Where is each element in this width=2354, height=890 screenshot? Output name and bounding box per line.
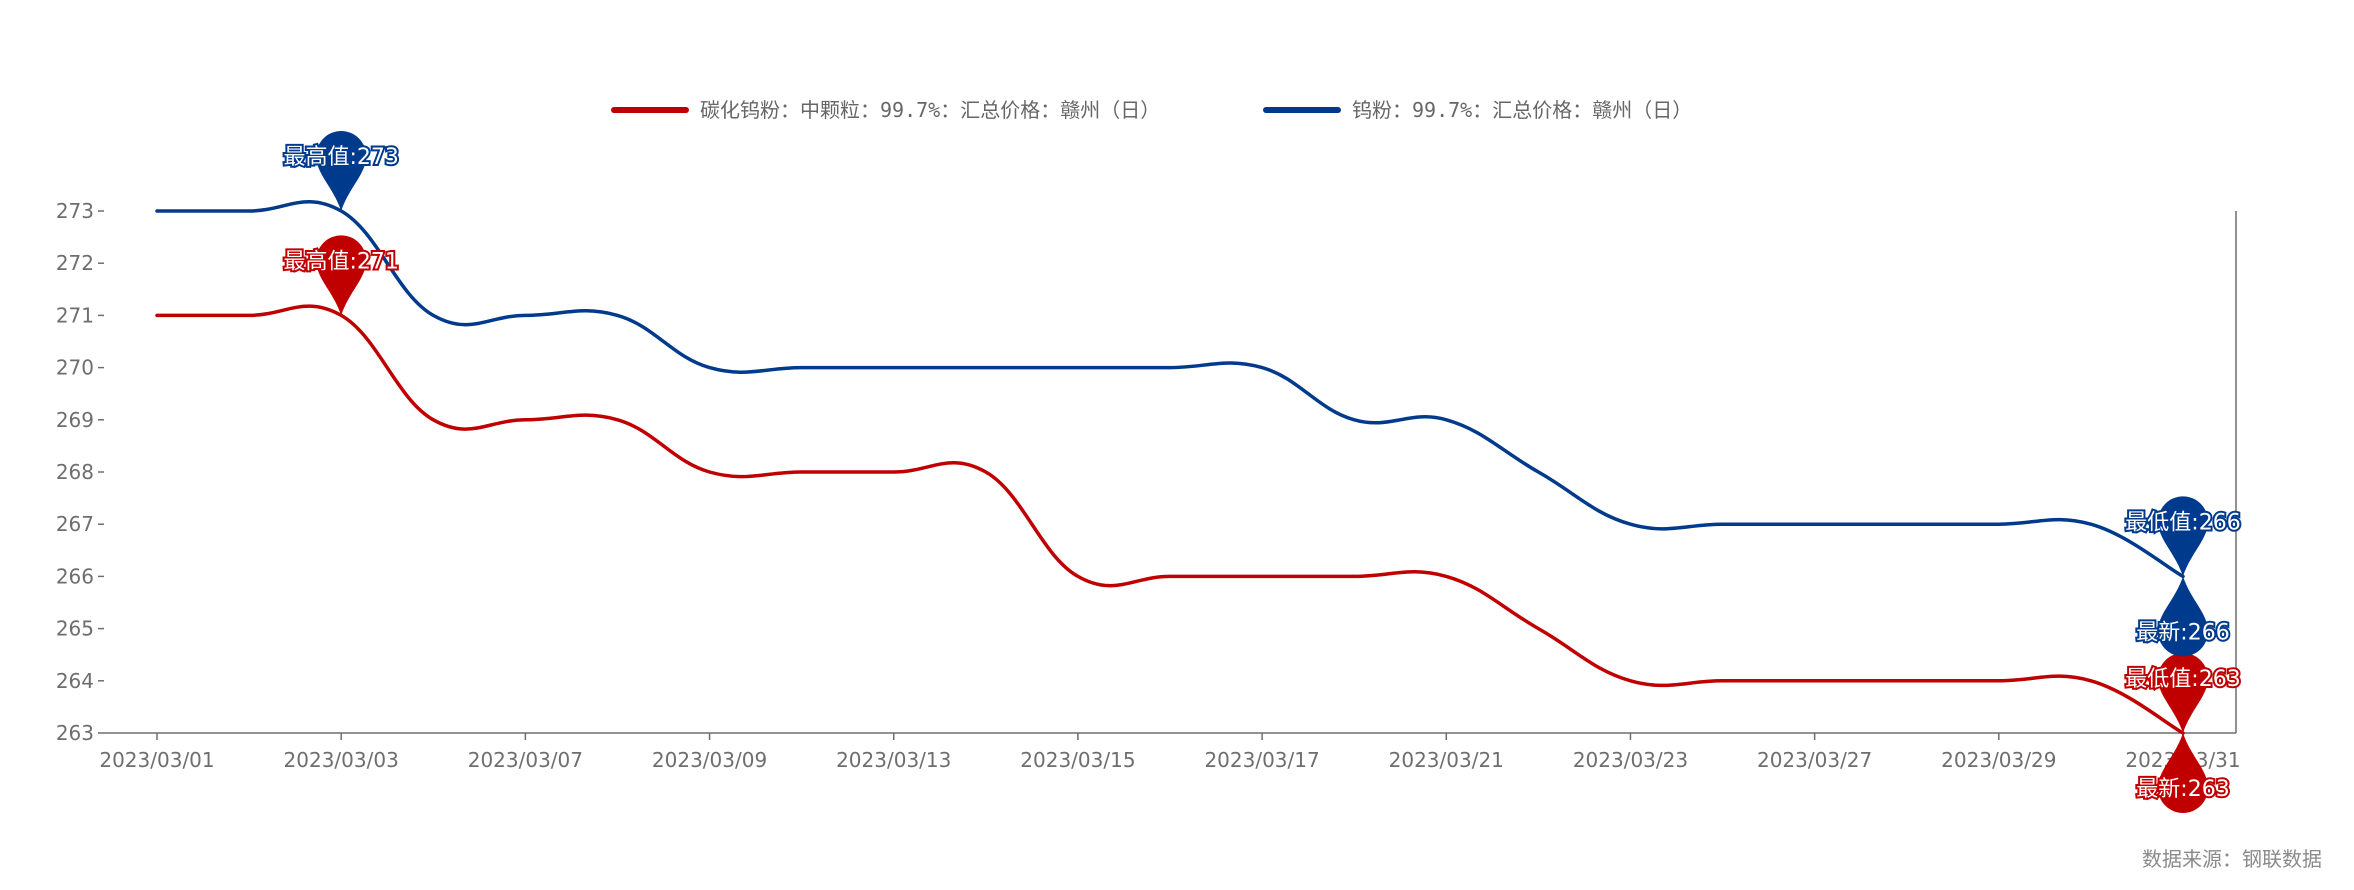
y-tick-label: 265: [56, 617, 94, 641]
y-tick-label: 263: [56, 721, 94, 745]
marker-pin-label: 最新:263: [2136, 777, 2229, 802]
y-tick-label: 267: [56, 512, 94, 536]
marker-pin: 最新:266: [2134, 576, 2232, 657]
marker-pin: 最低值:266: [2123, 496, 2243, 577]
x-tick-label: 2023/03/29: [1941, 748, 2056, 772]
series-layer: [155, 200, 2185, 735]
x-tick-label: 2023/03/17: [1204, 748, 1319, 772]
legend: 碳化钨粉：中颗粒：99.7%：汇总价格：赣州（日） 钨粉：99.7%：汇总价格：…: [611, 98, 1692, 122]
marker-pin-shape: [2158, 496, 2208, 577]
x-tick-label: 2023/03/23: [1573, 748, 1688, 772]
marker-pin: 最高值:271: [281, 235, 401, 316]
axes: 263 264 265 266 267 268 269 270 271 272 273 2023/03…: [56, 199, 2241, 772]
marker-pin-shape: [316, 235, 367, 316]
y-tick-label: 268: [56, 460, 94, 484]
legend-label-series-2: 钨粉：99.7%：汇总价格：赣州（日）: [1352, 98, 1692, 122]
marker-pin: 最低值:263: [2123, 653, 2243, 733]
data-source-note: 数据来源：钢联数据: [2142, 847, 2322, 871]
marker-pin-label: 最高值:273: [283, 145, 398, 170]
legend-label-series-1: 碳化钨粉：中颗粒：99.7%：汇总价格：赣州（日）: [700, 98, 1160, 122]
y-tick-label: 271: [56, 303, 94, 327]
x-tick-label: 2023/03/07: [468, 748, 583, 772]
y-tick-label: 266: [56, 564, 94, 588]
y-tick-label: 264: [56, 669, 94, 693]
marker-pin-label: 最低值:266: [2125, 510, 2240, 535]
marker-pin: 最新:263: [2134, 733, 2232, 813]
markers-layer: 最高值:271 最低值:263 最新:263 最高值:273 最低值:266 最新:266: [281, 131, 2243, 813]
marker-pin-shape: [2158, 653, 2208, 733]
y-tick-label: 272: [56, 251, 94, 275]
x-tick-label: 2023/03/27: [1757, 748, 1872, 772]
marker-pin-shape: [2158, 733, 2208, 813]
series-line-2: [155, 200, 2185, 579]
marker-pin-shape: [316, 131, 367, 211]
x-tick-label: 2023/03/21: [1389, 748, 1504, 772]
y-tick-label: 269: [56, 408, 94, 432]
marker-pin-label: 最低值:263: [2125, 667, 2240, 692]
x-tick-label: 2023/03/01: [99, 748, 214, 772]
x-tick-label: 2023/03/03: [284, 748, 399, 772]
marker-pin: 最高值:273: [281, 131, 401, 211]
x-tick-label: 2023/03/09: [652, 748, 767, 772]
x-tick-label: 2023/03/15: [1020, 748, 1135, 772]
marker-pin-label: 最新:266: [2136, 620, 2229, 645]
marker-pin-label: 最高值:271: [283, 249, 398, 274]
marker-pin-shape: [2158, 576, 2208, 657]
series-line-1: [155, 304, 2185, 735]
y-tick-label: 273: [56, 199, 94, 223]
x-tick-label: 2023/03/13: [836, 748, 951, 772]
y-tick-label: 270: [56, 356, 94, 380]
